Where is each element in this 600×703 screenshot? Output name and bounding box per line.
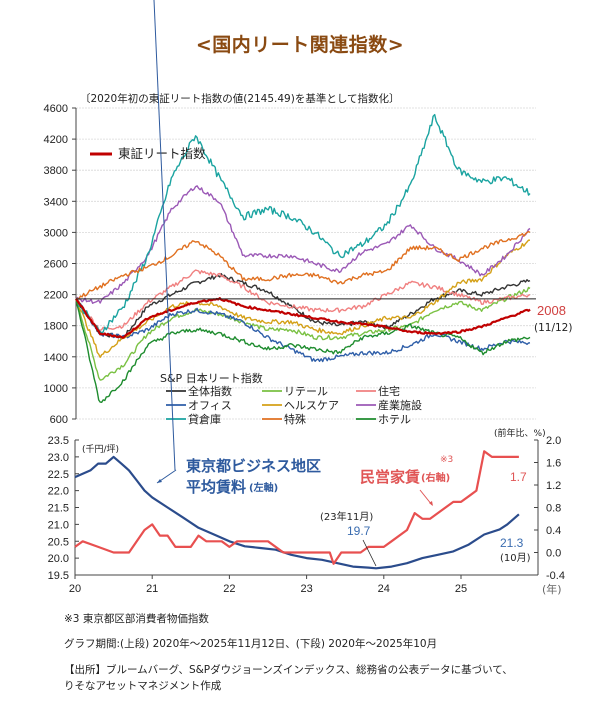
series-line xyxy=(74,450,519,565)
legend-label: オフィス xyxy=(188,399,232,412)
cpi-arrow-head xyxy=(429,501,433,506)
legend-label: 貸倉庫 xyxy=(188,412,221,426)
series-line xyxy=(74,455,520,570)
x-tick-label: 20 xyxy=(69,583,81,595)
cpi-label: 民営家賃 xyxy=(360,468,420,486)
rent-label-line1: 東京都ビジネス地区 xyxy=(186,457,321,475)
page-title: <国内リート関連指数> xyxy=(195,34,405,56)
lower-series-lines xyxy=(74,450,520,570)
right-tick-label: 0.4 xyxy=(546,525,561,537)
x-tick-label: 25 xyxy=(455,583,467,595)
min-date-label: (23年11月) xyxy=(320,510,373,523)
rent-last-value: 21.3 xyxy=(500,536,524,550)
y-tick-label: 2600 xyxy=(44,259,68,271)
rent-last-date: (10月) xyxy=(500,552,531,564)
y-tick-label: 600 xyxy=(50,414,68,426)
y-tick-label: 4600 xyxy=(44,103,68,115)
legend-label: リテール xyxy=(284,385,328,398)
tse-last-value: 2008 xyxy=(537,303,566,318)
right-tick-label: 2.0 xyxy=(546,435,561,447)
tse-last-date: (11/12) xyxy=(534,322,572,334)
legend-label: 住宅 xyxy=(378,384,400,398)
series-line xyxy=(75,113,531,334)
y-tick-label: 2200 xyxy=(44,290,68,302)
right-tick-label: 1.2 xyxy=(546,480,561,492)
left-tick-label: 22.0 xyxy=(48,486,69,498)
lower-axes: 23.5 23.0 22.5 22.0 21.5 21.0 20.5 20.0 19.5 2.0 1… xyxy=(48,435,565,595)
upper-y-axis: 4600 4200 3800 3400 3000 2600 2200 1800 1400 1000… xyxy=(44,103,77,426)
right-tick-label: 0.8 xyxy=(546,503,561,515)
period-note: グラフ期間:(上段) 2020年～2025年11月12日、(下段) 2020年～… xyxy=(64,638,438,650)
rent-label-line2: 平均賃料 xyxy=(186,478,246,496)
series-line xyxy=(75,239,530,358)
footnote-cpi: ※3 東京都区部消費者物価指数 xyxy=(64,613,209,625)
cpi-footnote-mark: ※3 xyxy=(440,455,453,465)
series-line xyxy=(75,286,531,381)
y-tick-label: 1800 xyxy=(44,321,68,333)
source-line1: 【出所】ブルームバーグ、S&Pダウジョーンズインデックス、総務省の公表データに基… xyxy=(64,664,513,676)
left-tick-label: 20.0 xyxy=(48,553,69,565)
y-tick-label: 3800 xyxy=(44,165,68,177)
min-value-label: 19.7 xyxy=(347,524,371,538)
x-tick-label: 21 xyxy=(146,583,158,595)
right-tick-label: 0.0 xyxy=(546,548,561,560)
left-axis-unit: (千円/坪) xyxy=(82,444,119,455)
x-axis-unit: (年) xyxy=(542,582,562,596)
upper-series-lines xyxy=(75,113,531,403)
series-line xyxy=(75,185,531,304)
cpi-last-value: 1.7 xyxy=(510,470,527,484)
series-line xyxy=(75,297,531,339)
legend-label: 東証リート指数 xyxy=(118,146,206,161)
left-tick-label: 23.5 xyxy=(48,435,69,447)
y-tick-label: 3400 xyxy=(44,196,68,208)
rent-arrow-head xyxy=(157,479,162,483)
series-line xyxy=(75,230,531,300)
x-tick-label: 23 xyxy=(300,583,312,595)
right-tick-label: 1.6 xyxy=(546,458,561,470)
legend-label: ホテル xyxy=(378,413,411,426)
series-line xyxy=(75,298,531,403)
sp-legend-title: S&P 日本リート指数 xyxy=(160,371,263,385)
right-tick-label: -0.4 xyxy=(546,570,565,582)
y-tick-label: 1400 xyxy=(44,352,68,364)
series-line xyxy=(75,269,531,331)
min-pointer-line xyxy=(362,539,377,567)
left-tick-label: 23.0 xyxy=(48,452,69,464)
right-axis-unit: (前年比、%) xyxy=(494,427,546,439)
legend-tse-reit: 東証リート指数 xyxy=(90,146,206,161)
source-line2: りそなアセットマネジメント作成 xyxy=(64,680,222,692)
cpi-axis-note: (右軸) xyxy=(421,471,450,484)
rent-axis-note: (左軸) xyxy=(249,481,278,494)
left-tick-label: 19.5 xyxy=(48,570,69,582)
upper-chart-subtitle: 〔2020年初の東証リート指数の値(2145.49)を基準として指数化〕 xyxy=(80,92,400,105)
y-tick-label: 4200 xyxy=(44,134,68,146)
left-tick-label: 21.0 xyxy=(48,519,69,531)
x-tick-label: 24 xyxy=(378,583,390,595)
y-tick-label: 3000 xyxy=(44,227,68,239)
legend-label: 全体指数 xyxy=(188,384,232,398)
left-tick-label: 22.5 xyxy=(48,469,69,481)
legend-label: 特殊 xyxy=(284,412,306,426)
left-tick-label: 21.5 xyxy=(48,503,69,515)
series-line xyxy=(75,298,531,363)
left-tick-label: 20.5 xyxy=(48,536,69,548)
x-tick-label: 22 xyxy=(223,583,235,595)
legend-label: 産業施設 xyxy=(378,398,422,412)
series-line xyxy=(75,273,531,339)
y-tick-label: 1000 xyxy=(44,383,68,395)
legend-label: ヘルスケア xyxy=(284,399,339,412)
rent-arrow xyxy=(153,0,176,471)
